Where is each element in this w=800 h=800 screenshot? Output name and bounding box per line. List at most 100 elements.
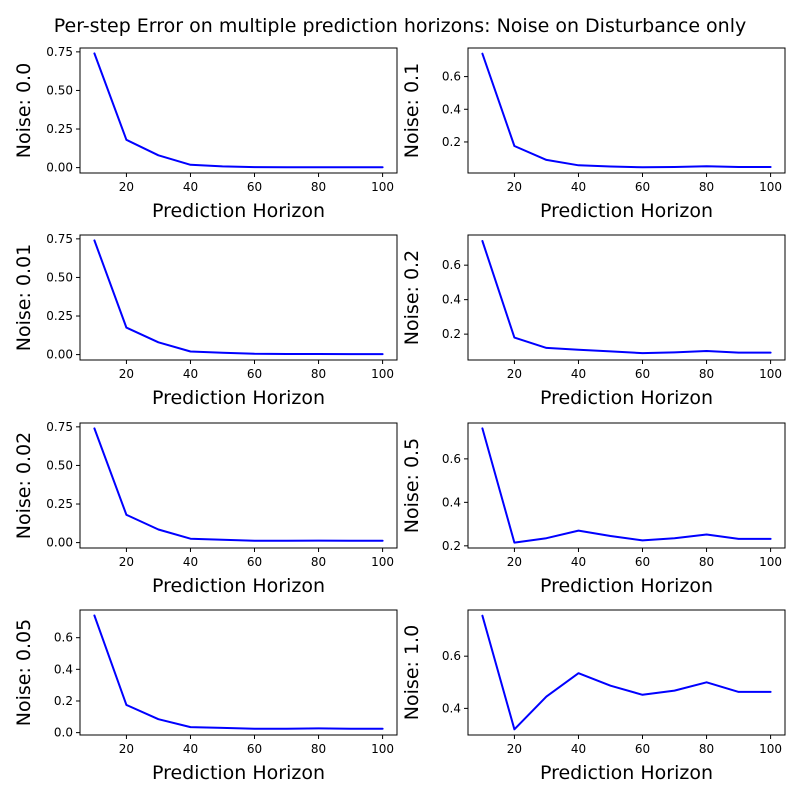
- y-tick-label: 0.2: [442, 135, 461, 149]
- x-tick-label: 100: [371, 555, 394, 569]
- y-tick-label: 0.00: [46, 536, 73, 550]
- x-axis-label: Prediction Horizon: [540, 387, 713, 409]
- x-tick-label: 20: [507, 742, 522, 756]
- y-tick-label: 0.0: [54, 726, 73, 740]
- x-tick-label: 80: [311, 180, 326, 194]
- series-line: [93, 427, 384, 542]
- y-tick-label: 0.4: [442, 701, 461, 715]
- subplot-4: 20 40 60 80 100 0.2 0.4 0.6 Prediction Horizon No…: [401, 234, 786, 409]
- x-tick-label: 40: [571, 742, 586, 756]
- axes-frame: [467, 422, 786, 549]
- x-tick-label: 40: [571, 367, 586, 381]
- x-tick-label: 40: [183, 180, 198, 194]
- y-axis-label: Noise: 0.0: [13, 63, 35, 158]
- x-tick-label: 80: [311, 555, 326, 569]
- y-axis-label: Noise: 0.02: [13, 432, 35, 539]
- y-tick-label: 0.25: [46, 309, 73, 323]
- x-axis-label: Prediction Horizon: [540, 200, 713, 222]
- x-tick-label: 100: [371, 367, 394, 381]
- y-tick-label: 0.00: [46, 348, 73, 362]
- y-tick-label: 0.4: [442, 495, 461, 509]
- x-tick-label: 60: [635, 555, 650, 569]
- x-axis-label: Prediction Horizon: [540, 762, 713, 784]
- x-tick-label: 60: [247, 555, 262, 569]
- y-axis-label: Noise: 0.01: [13, 244, 35, 351]
- y-tick-label: 0.4: [54, 662, 73, 676]
- subplot-7: 20 40 60 80 100 0.0 0.2 0.4 0.6 Prediction Horizo…: [13, 609, 398, 784]
- subplot-6: 20 40 60 80 100 0.2 0.4 0.6 Prediction Horizon No…: [401, 422, 786, 597]
- y-tick-label: 0.50: [46, 83, 73, 97]
- x-tick-label: 80: [699, 367, 714, 381]
- x-tick-label: 20: [507, 180, 522, 194]
- x-tick-label: 60: [635, 742, 650, 756]
- y-tick-label: 0.6: [442, 452, 461, 466]
- y-tick-label: 0.6: [442, 70, 461, 84]
- x-tick-label: 40: [571, 555, 586, 569]
- y-axis-label: Noise: 0.5: [401, 438, 423, 533]
- y-tick-label: 0.6: [442, 649, 461, 663]
- x-tick-label: 60: [247, 180, 262, 194]
- x-tick-label: 20: [507, 367, 522, 381]
- figure-title: Per-step Error on multiple prediction ho…: [54, 15, 747, 37]
- axes-frame: [467, 609, 786, 736]
- axes-frame: [79, 47, 398, 174]
- series-line: [93, 614, 384, 730]
- axes-frame: [79, 234, 398, 361]
- x-tick-label: 100: [759, 555, 782, 569]
- y-axis-label: Noise: 0.05: [13, 619, 35, 726]
- x-tick-label: 40: [571, 180, 586, 194]
- y-tick-label: 0.50: [46, 458, 73, 472]
- x-tick-label: 80: [699, 555, 714, 569]
- x-tick-label: 100: [759, 367, 782, 381]
- series-line: [481, 427, 772, 544]
- subplot-8: 20 40 60 80 100 0.4 0.6 Prediction Horizon Noise…: [401, 609, 786, 784]
- subplot-2: 20 40 60 80 100 0.2 0.4 0.6 Prediction Horizon No…: [401, 47, 786, 222]
- x-tick-label: 60: [247, 742, 262, 756]
- y-tick-label: 0.75: [46, 232, 73, 246]
- y-tick-label: 0.50: [46, 270, 73, 284]
- x-tick-label: 80: [311, 367, 326, 381]
- x-axis-label: Prediction Horizon: [152, 200, 325, 222]
- y-tick-label: 0.25: [46, 497, 73, 511]
- subplot-5: 20 40 60 80 100 0.00 0.25 0.50 0.75 Prediction Ho…: [13, 420, 398, 597]
- y-tick-label: 0.6: [442, 258, 461, 272]
- y-tick-label: 0.00: [46, 161, 73, 175]
- x-tick-label: 80: [311, 742, 326, 756]
- y-axis-label: Noise: 1.0: [401, 625, 423, 720]
- axes-frame: [79, 422, 398, 549]
- x-tick-label: 20: [119, 367, 134, 381]
- x-tick-label: 80: [699, 742, 714, 756]
- y-tick-label: 0.4: [442, 293, 461, 307]
- y-axis-label: Noise: 0.1: [401, 63, 423, 158]
- x-tick-label: 40: [183, 555, 198, 569]
- x-axis-label: Prediction Horizon: [152, 762, 325, 784]
- x-axis-label: Prediction Horizon: [152, 387, 325, 409]
- series-line: [93, 239, 384, 356]
- x-tick-label: 100: [759, 742, 782, 756]
- series-line: [93, 52, 384, 169]
- x-tick-label: 20: [119, 555, 134, 569]
- y-tick-label: 0.2: [442, 539, 461, 553]
- x-tick-label: 20: [507, 555, 522, 569]
- y-tick-label: 0.2: [54, 694, 73, 708]
- subplot-grid: 20 40 60 80 100 0.00 0.25 0.50 0.75 Prediction Ho…: [13, 45, 786, 784]
- x-tick-label: 60: [635, 367, 650, 381]
- y-tick-label: 0.75: [46, 45, 73, 59]
- x-axis-label: Prediction Horizon: [540, 575, 713, 597]
- x-tick-label: 60: [247, 367, 262, 381]
- x-tick-label: 80: [699, 180, 714, 194]
- subplot-3: 20 40 60 80 100 0.00 0.25 0.50 0.75 Prediction Ho…: [13, 232, 398, 409]
- axes-frame: [467, 47, 786, 174]
- series-line: [481, 240, 772, 355]
- x-tick-label: 100: [371, 180, 394, 194]
- y-tick-label: 0.6: [54, 631, 73, 645]
- x-tick-label: 20: [119, 742, 134, 756]
- x-axis-label: Prediction Horizon: [152, 575, 325, 597]
- axes-frame: [467, 234, 786, 361]
- x-tick-label: 100: [371, 742, 394, 756]
- axes-frame: [79, 609, 398, 736]
- x-tick-label: 40: [183, 742, 198, 756]
- x-tick-label: 20: [119, 180, 134, 194]
